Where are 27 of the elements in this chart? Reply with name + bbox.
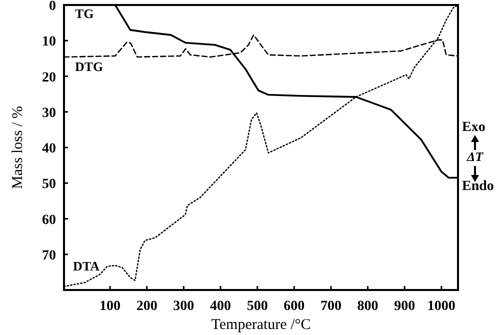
x-tick-label: 500 — [246, 299, 268, 314]
x-tick-label: 400 — [210, 299, 231, 314]
text: Exo — [462, 120, 486, 135]
x-tick-label: 700 — [320, 299, 342, 314]
text: Endo — [462, 179, 494, 194]
series-label: DTA — [73, 258, 100, 274]
x-tick-label: 100 — [100, 299, 121, 314]
y-tick-label: 60 — [42, 212, 56, 228]
line-series — [63, 4, 459, 288]
series-label: TG — [75, 6, 94, 21]
x-tick-label: 300 — [173, 299, 194, 314]
series-label: DTG — [75, 59, 104, 74]
y-tick-label: 10 — [42, 34, 56, 50]
y-tick-label: 40 — [42, 142, 56, 156]
x-axis-title: Temperature /°C — [211, 317, 311, 333]
x-tick-label: 800 — [357, 299, 378, 314]
y-tick-label: 70 — [42, 248, 56, 264]
y-tick-label: 0 — [49, 0, 56, 14]
x-tick-label: 200 — [136, 299, 158, 314]
y2-axis-title: ΔT — [466, 149, 484, 164]
y-tick-label: 50 — [42, 177, 56, 192]
y-tick-label: 20 — [42, 70, 56, 86]
y-axis-title: Mass loss / % — [10, 106, 26, 189]
x-tick-label: 1000 — [427, 299, 456, 314]
y-tick-label: 30 — [42, 106, 56, 121]
x-tick-label: 600 — [284, 299, 305, 314]
x-tick-label: 900 — [394, 299, 416, 314]
